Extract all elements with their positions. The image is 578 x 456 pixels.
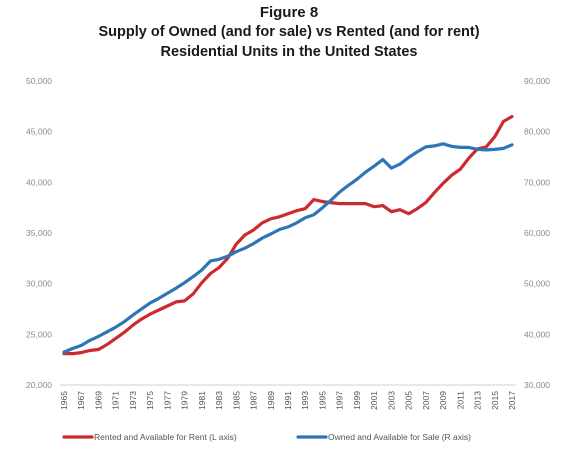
x-tick-label: 1991 xyxy=(283,391,293,410)
series-line-rented xyxy=(62,114,514,356)
x-tick-label: 1999 xyxy=(352,391,362,410)
left-tick-label: 45,000 xyxy=(26,127,52,137)
x-tick-label: 1975 xyxy=(145,391,155,410)
x-tick-label: 1993 xyxy=(300,391,310,410)
x-tick-label: 1971 xyxy=(111,391,121,410)
x-axis: 1965 1967 1969 1971 1973 1975 1977 1979 1981 1983… xyxy=(59,391,517,410)
x-tick-label: 2009 xyxy=(438,391,448,410)
left-tick-label: 50,000 xyxy=(26,76,52,86)
x-tick-label: 1969 xyxy=(93,391,103,410)
x-tick-label: 2005 xyxy=(404,391,414,410)
series-line-owned xyxy=(62,142,514,354)
x-tick-label: 1967 xyxy=(76,391,86,410)
x-tick-label: 1981 xyxy=(197,391,207,410)
left-tick-label: 20,000 xyxy=(26,380,52,390)
x-tick-label: 1987 xyxy=(249,391,259,410)
left-axis: 20,000 25,000 30,000 35,000 40,000 45,000 50,0… xyxy=(26,76,52,390)
right-tick-label: 90,000 xyxy=(524,76,550,86)
right-tick-label: 80,000 xyxy=(524,127,550,137)
right-tick-label: 70,000 xyxy=(524,177,550,187)
x-tick-label: 1977 xyxy=(162,391,172,410)
legend: Rented and Available for Rent (L axis) Ow… xyxy=(62,432,471,442)
x-tick-label: 1983 xyxy=(214,391,224,410)
x-tick-label: 1995 xyxy=(317,391,327,410)
x-tick-label: 2017 xyxy=(507,391,517,410)
right-tick-label: 40,000 xyxy=(524,329,550,339)
left-tick-label: 35,000 xyxy=(26,228,52,238)
legend-label: Rented and Available for Rent (L axis) xyxy=(94,432,237,442)
x-tick-label: 2003 xyxy=(386,391,396,410)
x-tick-label: 1989 xyxy=(266,391,276,410)
x-tick-label: 1973 xyxy=(128,391,138,410)
series-lines xyxy=(62,114,514,356)
left-tick-label: 30,000 xyxy=(26,279,52,289)
legend-label: Owned and Available for Sale (R axis) xyxy=(328,432,471,442)
x-tick-label: 1965 xyxy=(59,391,69,410)
left-tick-label: 25,000 xyxy=(26,329,52,339)
x-tick-label: 1997 xyxy=(335,391,345,410)
chart-subtitle-line-2: Residential Units in the United States xyxy=(160,44,418,60)
right-tick-label: 50,000 xyxy=(524,279,550,289)
right-tick-label: 30,000 xyxy=(524,380,550,390)
x-tick-label: 2015 xyxy=(490,391,500,410)
x-tick-label: 2007 xyxy=(421,391,431,410)
x-tick-label: 2013 xyxy=(473,391,483,410)
chart-subtitle-line-1: Supply of Owned (and for sale) vs Rented… xyxy=(98,24,480,40)
x-tick-label: 2001 xyxy=(369,391,379,410)
right-tick-label: 60,000 xyxy=(524,228,550,238)
left-tick-label: 40,000 xyxy=(26,177,52,187)
x-tick-label: 1979 xyxy=(180,391,190,410)
chart-title: Figure 8 xyxy=(259,4,319,21)
x-tick-label: 2011 xyxy=(455,391,465,410)
x-tick-label: 1985 xyxy=(231,391,241,410)
right-axis: 30,000 40,000 50,000 60,000 70,000 80,000 90,0… xyxy=(524,76,550,390)
